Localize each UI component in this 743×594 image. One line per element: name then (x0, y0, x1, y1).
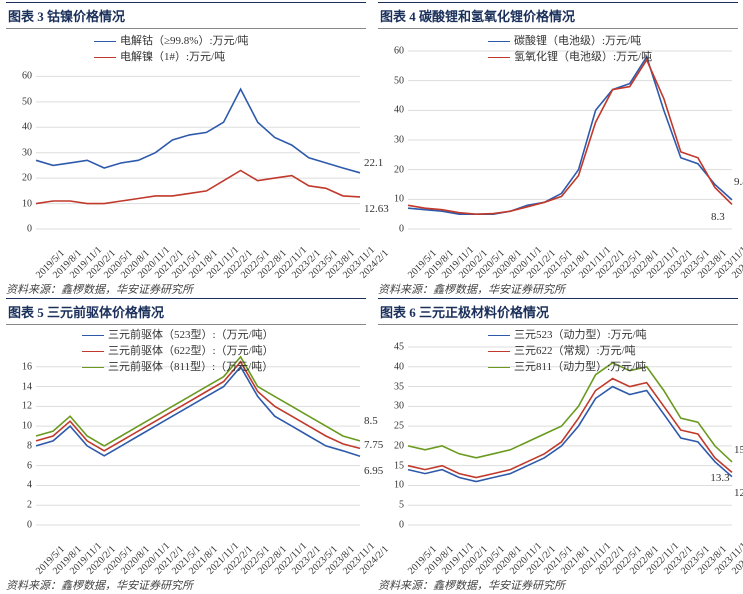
y-tick-label: 14 (6, 381, 32, 392)
y-tick-label: 0 (6, 520, 32, 531)
legend-item: 电解钴（≥99.8%）:万元/吨 (94, 33, 249, 49)
y-tick-label: 10 (6, 421, 32, 432)
data-series (36, 89, 360, 173)
y-tick-label: 6 (6, 460, 32, 471)
y-tick-label: 30 (6, 147, 32, 158)
y-tick-label: 40 (378, 105, 404, 116)
y-tick-label: 25 (378, 421, 404, 432)
chart-legend: 三元前驱体（523型）:（万元/吨）三元前驱体（622型）:（万元/吨）三元前驱… (82, 327, 274, 375)
chart-legend: 碳酸锂（电池级）:万元/吨氢氧化锂（电池级）:万元/吨 (488, 33, 652, 65)
panel-6-title: 图表 6 三元正极材料价格情况 (378, 298, 738, 325)
legend-label: 电解钴（≥99.8%）:万元/吨 (120, 33, 249, 49)
y-tick-label: 20 (378, 440, 404, 451)
y-tick-label: 10 (378, 194, 404, 205)
legend-label: 三元前驱体（523型）:（万元/吨） (108, 327, 274, 343)
legend-item: 三元前驱体（523型）:（万元/吨） (82, 327, 274, 343)
legend-item: 氢氧化锂（电池级）:万元/吨 (488, 49, 652, 65)
y-tick-label: 60 (6, 71, 32, 82)
legend-swatch (82, 351, 104, 352)
data-series (36, 367, 360, 457)
chart-6-plot: 0510152025303540452019/5/12019/8/12019/1… (378, 325, 738, 575)
y-tick-label: 20 (6, 173, 32, 184)
legend-swatch (488, 335, 510, 336)
chart-5-plot: 02468101214162019/5/12019/8/12019/11/120… (6, 325, 366, 575)
value-annotation: 9.81 (734, 176, 743, 188)
y-tick-label: 40 (378, 361, 404, 372)
legend-item: 碳酸锂（电池级）:万元/吨 (488, 33, 652, 49)
legend-item: 三元622（常规）:万元/吨 (488, 343, 647, 359)
panel-5-title: 图表 5 三元前驱体价格情况 (6, 298, 366, 325)
y-tick-label: 0 (378, 520, 404, 531)
panel-4-title: 图表 4 碳酸锂和氢氧化锂价格情况 (378, 2, 738, 29)
value-annotation: 8.3 (711, 211, 725, 223)
y-tick-label: 30 (378, 135, 404, 146)
panel-3-title: 图表 3 钴镍价格情况 (6, 2, 366, 29)
y-tick-label: 0 (6, 224, 32, 235)
y-tick-label: 20 (378, 164, 404, 175)
y-tick-label: 12 (6, 401, 32, 412)
chart-legend: 三元523（动力型）:万元/吨三元622（常规）:万元/吨三元811（动力型）:… (488, 327, 647, 375)
y-tick-label: 45 (378, 342, 404, 353)
legend-swatch (94, 41, 116, 42)
panel-6-source: 资料来源：鑫椤数据，华安证券研究所 (378, 577, 738, 593)
y-tick-label: 60 (378, 46, 404, 57)
legend-item: 三元前驱体（811型）:（万元/吨） (82, 359, 274, 375)
value-annotation: 15.95 (734, 444, 743, 456)
y-tick-label: 8 (6, 440, 32, 451)
panel-chart-4: 图表 4 碳酸锂和氢氧化锂价格情况 01020304050602019/5/12… (378, 2, 738, 297)
legend-item: 三元811（动力型）:万元/吨 (488, 359, 647, 375)
panel-chart-5: 图表 5 三元前驱体价格情况 02468101214162019/5/12019… (6, 298, 366, 593)
legend-item: 电解镍（1#）:万元/吨 (94, 49, 249, 65)
value-annotation: 13.3 (710, 472, 729, 484)
legend-label: 碳酸锂（电池级）:万元/吨 (514, 33, 641, 49)
value-annotation: 12.2 (734, 487, 743, 499)
chart-3-plot: 01020304050602019/5/12019/8/12019/11/120… (6, 29, 366, 279)
value-annotation: 8.5 (364, 415, 378, 427)
y-tick-label: 10 (378, 480, 404, 491)
legend-label: 三元811（动力型）:万元/吨 (514, 359, 646, 375)
legend-label: 三元前驱体（622型）:（万元/吨） (108, 343, 274, 359)
panel-chart-3: 图表 3 钴镍价格情况 01020304050602019/5/12019/8/… (6, 2, 366, 297)
y-tick-label: 15 (378, 460, 404, 471)
y-tick-label: 5 (378, 500, 404, 511)
y-tick-label: 50 (6, 96, 32, 107)
y-tick-label: 4 (6, 480, 32, 491)
legend-label: 氢氧化锂（电池级）:万元/吨 (514, 49, 652, 65)
panel-5-source: 资料来源：鑫椤数据，华安证券研究所 (6, 577, 366, 593)
legend-item: 三元前驱体（622型）:（万元/吨） (82, 343, 274, 359)
data-series (36, 171, 360, 204)
y-tick-label: 2 (6, 500, 32, 511)
data-series (408, 387, 732, 482)
data-series (408, 363, 732, 462)
legend-item: 三元523（动力型）:万元/吨 (488, 327, 647, 343)
legend-swatch (488, 41, 510, 42)
chart-4-plot: 01020304050602019/5/12019/8/12019/11/120… (378, 29, 738, 279)
legend-swatch (488, 367, 510, 368)
page-root: { "layout": { "panels": [ {"id":"p3","x"… (0, 0, 743, 594)
panel-chart-6: 图表 6 三元正极材料价格情况 0510152025303540452019/5… (378, 298, 738, 593)
data-series (36, 362, 360, 451)
legend-label: 三元622（常规）:万元/吨 (514, 343, 636, 359)
legend-label: 电解镍（1#）:万元/吨 (120, 49, 225, 65)
data-series (408, 379, 732, 478)
legend-swatch (82, 335, 104, 336)
y-tick-label: 40 (6, 122, 32, 133)
y-tick-label: 35 (378, 381, 404, 392)
data-series (408, 57, 732, 214)
y-tick-label: 10 (6, 198, 32, 209)
y-tick-label: 30 (378, 401, 404, 412)
legend-label: 三元前驱体（811型）:（万元/吨） (108, 359, 273, 375)
chart-legend: 电解钴（≥99.8%）:万元/吨电解镍（1#）:万元/吨 (94, 33, 249, 65)
legend-swatch (82, 367, 104, 368)
legend-swatch (94, 57, 116, 58)
y-tick-label: 0 (378, 224, 404, 235)
legend-swatch (488, 351, 510, 352)
panel-4-source: 资料来源：鑫椤数据，华安证券研究所 (378, 281, 738, 297)
y-tick-label: 16 (6, 361, 32, 372)
legend-swatch (488, 57, 510, 58)
data-series (408, 60, 732, 214)
legend-label: 三元523（动力型）:万元/吨 (514, 327, 647, 343)
panel-3-source: 资料来源：鑫椤数据，华安证券研究所 (6, 281, 366, 297)
y-tick-label: 50 (378, 75, 404, 86)
